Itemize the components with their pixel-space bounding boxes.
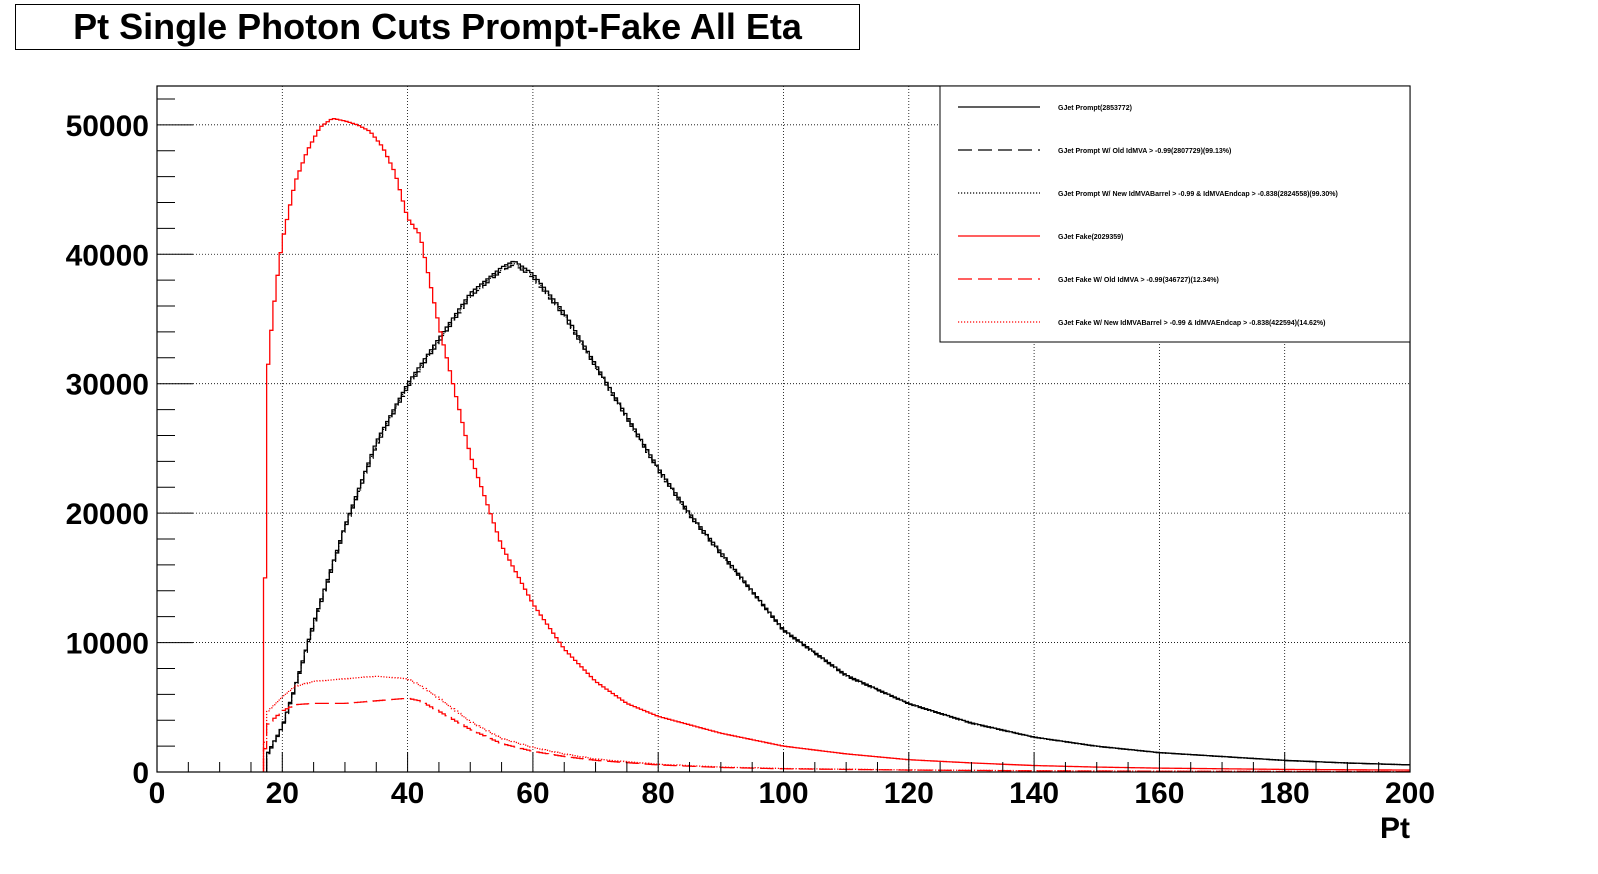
series-line-4 xyxy=(262,697,1410,773)
y-tick-label: 40000 xyxy=(66,239,149,272)
y-tick-label: 0 xyxy=(132,757,149,790)
legend-entry-0: GJet Prompt(2853772) xyxy=(1058,105,1132,112)
x-tick-label: 160 xyxy=(1134,777,1184,810)
y-tick-label: 50000 xyxy=(66,110,149,143)
series-line-5 xyxy=(262,675,1410,773)
x-tick-label: 40 xyxy=(391,777,424,810)
x-axis-label: Pt xyxy=(1380,812,1410,845)
x-tick-label: 20 xyxy=(266,777,299,810)
legend-entry-3: GJet Fake(2029359) xyxy=(1058,234,1123,241)
x-tick-label: 60 xyxy=(516,777,549,810)
chart-title: Pt Single Photon Cuts Prompt-Fake All Et… xyxy=(73,6,802,47)
legend-box xyxy=(939,85,1411,343)
legend-entry-5: GJet Fake W/ New IdMVABarrel > -0.99 & I… xyxy=(1058,320,1325,327)
tick-layer xyxy=(156,98,1411,773)
y-tick-label: 20000 xyxy=(66,498,149,531)
legend: GJet Prompt(2853772) GJet Prompt W/ Old I… xyxy=(939,85,1411,343)
tick-label-layer: 0 20 40 60 80 100 120 140 160 180 200 0 10000 20000 30… xyxy=(66,110,1435,810)
x-tick-label: 180 xyxy=(1260,777,1310,810)
series-line-3 xyxy=(262,118,1410,772)
series-layer xyxy=(262,118,1410,773)
chart-title-box: Pt Single Photon Cuts Prompt-Fake All Et… xyxy=(15,4,860,50)
x-tick-label: 100 xyxy=(758,777,808,810)
x-tick-label: 0 xyxy=(149,777,166,810)
y-tick-label: 10000 xyxy=(66,628,149,661)
x-tick-label: 140 xyxy=(1009,777,1059,810)
legend-entry-2: GJet Prompt W/ New IdMVABarrel > -0.99 &… xyxy=(1058,191,1338,198)
series-line-2 xyxy=(265,262,1410,772)
y-tick-label: 30000 xyxy=(66,369,149,402)
x-tick-label: 200 xyxy=(1385,777,1435,810)
legend-entry-1: GJet Prompt W/ Old IdMVA > -0.99(2807729… xyxy=(1058,148,1231,155)
legend-entry-4: GJet Fake W/ Old IdMVA > -0.99(346727)(1… xyxy=(1058,277,1219,284)
x-tick-label: 80 xyxy=(642,777,675,810)
x-tick-label: 120 xyxy=(884,777,934,810)
